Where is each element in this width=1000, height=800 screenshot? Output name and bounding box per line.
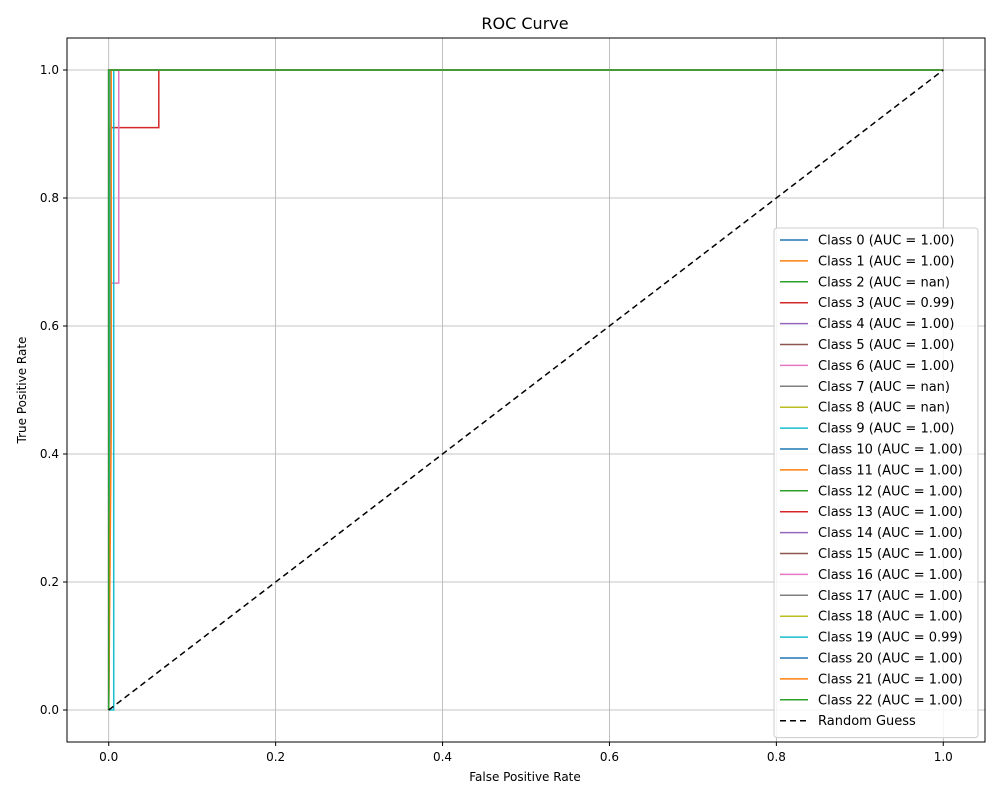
legend-entry: Class 1 (AUC = 1.00) xyxy=(818,254,954,269)
legend-entry: Class 9 (AUC = 1.00) xyxy=(818,422,954,437)
roc-series-23 xyxy=(108,69,944,711)
y-axis-label: True Positive Rate xyxy=(15,337,29,445)
legend-entry: Class 6 (AUC = 1.00) xyxy=(818,359,954,374)
y-tick-label: 0.8 xyxy=(40,191,59,205)
legend: Class 0 (AUC = 1.00) Class 1 (AUC = 1.00)… xyxy=(773,227,979,739)
legend-entry: Class 5 (AUC = 1.00) xyxy=(818,338,954,353)
x-tick-label: 0.4 xyxy=(433,750,452,764)
legend-entry: Class 17 (AUC = 1.00) xyxy=(818,589,963,604)
plot-frame xyxy=(66,37,986,743)
x-tick-label: 0.0 xyxy=(99,750,118,764)
y-axis-ticks: 0.0 0.2 0.4 0.6 0.8 1.0 xyxy=(40,63,67,717)
y-tick-label: 0.6 xyxy=(40,319,59,333)
x-tick-label: 0.6 xyxy=(600,750,619,764)
legend-entry: Class 7 (AUC = nan) xyxy=(818,380,950,395)
legend-entry: Class 21 (AUC = 1.00) xyxy=(818,672,963,687)
x-tick-label: 1.0 xyxy=(934,750,953,764)
legend-entry: Class 10 (AUC = 1.00) xyxy=(818,443,963,458)
y-tick-label: 0.2 xyxy=(40,575,59,589)
legend-entry: Class 16 (AUC = 1.00) xyxy=(818,568,963,583)
legend-entry: Class 3 (AUC = 0.99) xyxy=(818,296,954,311)
legend-entry: Class 12 (AUC = 1.00) xyxy=(818,484,963,499)
legend-box xyxy=(773,227,979,739)
x-axis-label: False Positive Rate xyxy=(469,770,581,784)
roc-curves xyxy=(107,69,944,711)
legend-entry: Class 14 (AUC = 1.00) xyxy=(818,526,963,541)
x-axis-ticks: 0.0 0.2 0.4 0.6 0.8 1.0 xyxy=(99,742,953,764)
chart-title: ROC Curve xyxy=(481,14,568,33)
legend-entry: Random Guess xyxy=(818,714,916,729)
roc-series-22 xyxy=(107,69,944,710)
legend-entry: Class 2 (AUC = nan) xyxy=(818,275,950,290)
legend-entry: Class 11 (AUC = 1.00) xyxy=(818,463,963,478)
y-tick-label: 1.0 xyxy=(40,63,59,77)
legend-entry: Class 22 (AUC = 1.00) xyxy=(818,693,963,708)
y-tick-label: 0.0 xyxy=(40,703,59,717)
x-tick-label: 0.2 xyxy=(266,750,285,764)
legend-entry: Class 13 (AUC = 1.00) xyxy=(818,505,963,520)
x-tick-label: 0.8 xyxy=(767,750,786,764)
legend-entry: Class 19 (AUC = 0.99) xyxy=(818,631,963,646)
legend-entry: Class 20 (AUC = 1.00) xyxy=(818,652,963,667)
legend-entry: Class 0 (AUC = 1.00) xyxy=(818,234,954,249)
legend-entry: Class 4 (AUC = 1.00) xyxy=(818,317,954,332)
legend-entry: Class 8 (AUC = nan) xyxy=(818,401,950,416)
y-tick-label: 0.4 xyxy=(40,447,59,461)
legend-entry: Class 18 (AUC = 1.00) xyxy=(818,610,963,625)
legend-entry: Class 15 (AUC = 1.00) xyxy=(818,547,963,562)
